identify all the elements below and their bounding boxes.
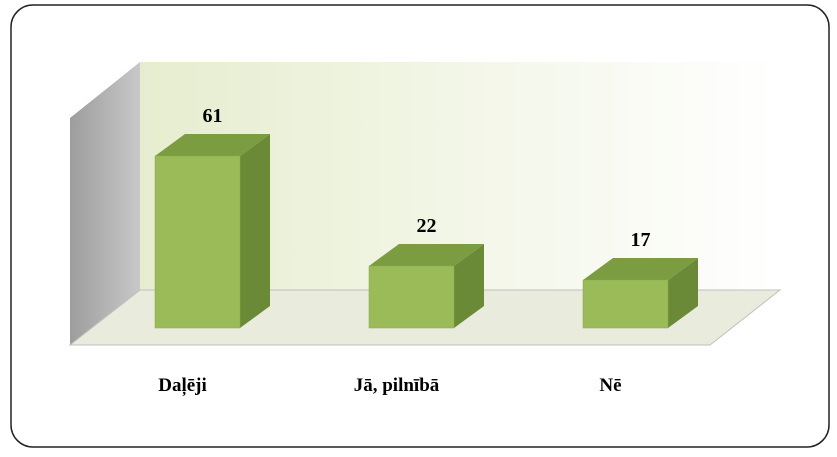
bar-side: [668, 258, 698, 328]
bar-top: [369, 243, 484, 266]
bar: [582, 279, 669, 329]
bar-top: [155, 133, 270, 156]
x-tick-label: Daļēji: [158, 375, 207, 396]
bar-top: [583, 258, 698, 281]
bar: [154, 155, 241, 329]
side-wall: [70, 62, 140, 345]
bar-side: [454, 243, 484, 328]
x-tick-label: Nē: [599, 375, 621, 396]
bar-side: [240, 133, 270, 328]
back-wall: [140, 62, 780, 290]
value-label: 22: [417, 215, 437, 237]
value-label: 61: [203, 105, 223, 127]
value-label: 17: [631, 229, 651, 251]
bar: [368, 265, 455, 329]
x-tick-label: Jā, pilnībā: [354, 375, 440, 396]
